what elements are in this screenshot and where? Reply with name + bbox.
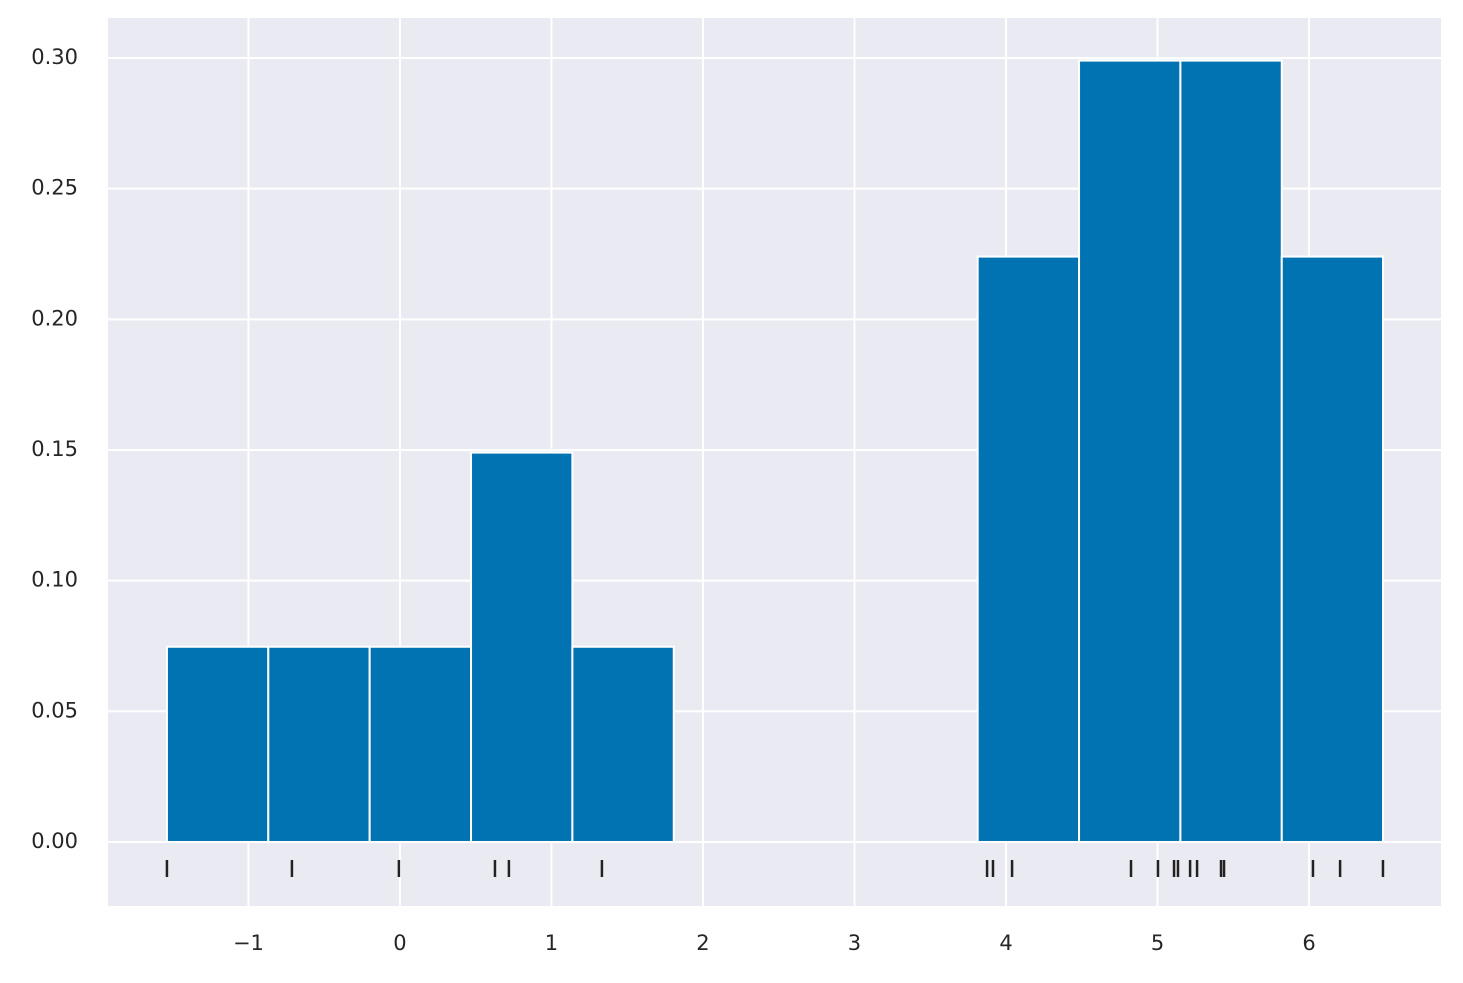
y-tick-label: 0.25	[31, 176, 78, 200]
y-tick-label: 0.00	[31, 829, 78, 853]
x-tick-label: 4	[999, 931, 1012, 955]
y-tick-label: 0.15	[31, 437, 78, 461]
y-tick-label: 0.05	[31, 698, 78, 722]
x-tick-label: 5	[1151, 931, 1164, 955]
x-tick-label: −1	[233, 931, 264, 955]
bar	[976, 255, 1081, 843]
bar	[1280, 255, 1384, 843]
y-tick-label: 0.20	[31, 306, 78, 330]
x-tick-label: 6	[1302, 931, 1315, 955]
x-tick-label: 0	[393, 931, 406, 955]
bar	[368, 645, 473, 843]
bar	[470, 451, 574, 843]
bar	[267, 645, 371, 843]
x-tick-label: 1	[545, 931, 558, 955]
x-tick-label: 2	[696, 931, 709, 955]
bar	[1078, 59, 1182, 843]
bar	[165, 645, 270, 843]
y-tick-label: 0.10	[31, 568, 78, 592]
bar	[571, 645, 675, 843]
x-tick-label: 3	[848, 931, 861, 955]
y-tick-label: 0.30	[31, 45, 78, 69]
bar	[1179, 59, 1283, 843]
